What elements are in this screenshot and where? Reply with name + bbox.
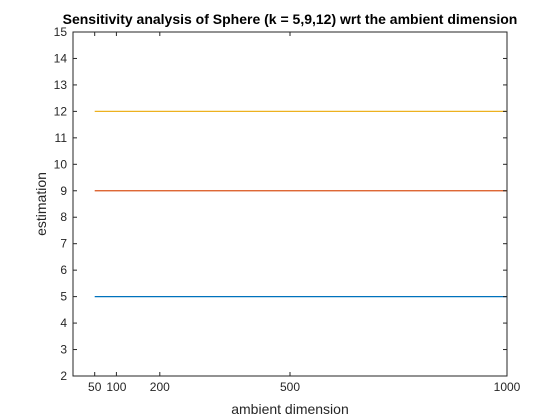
x-tick-label: 50 [88,380,102,394]
y-tick-label: 13 [54,78,68,92]
y-tick-label: 6 [60,263,67,277]
x-axis-label: ambient dimension [231,401,349,417]
x-tick-label: 500 [280,380,300,394]
y-tick-label: 3 [60,343,67,357]
y-tick-label: 15 [54,25,68,39]
y-tick-label: 9 [60,184,67,198]
series-layer [94,110,507,298]
x-tick-label: 100 [106,380,126,394]
y-tick-label: 5 [60,290,67,304]
y-tick-label: 2 [60,369,67,383]
x-tick-label: 200 [150,380,170,394]
plot-area [72,31,508,377]
x-ticks: 50 100 200 500 1000 [88,32,521,394]
y-axis-label: estimation [33,172,49,236]
y-tick-label: 8 [60,210,67,224]
chart-title: Sensitivity analysis of Sphere (k = 5,9,… [63,11,518,27]
y-tick-label: 10 [54,157,68,171]
y-tick-label: 12 [54,104,68,118]
y-ticks: 2 3 4 5 6 7 8 9 10 11 12 13 14 15 [54,25,507,383]
y-tick-label: 14 [54,51,68,65]
x-tick-label: 1000 [494,380,521,394]
y-tick-label: 11 [55,131,68,145]
y-tick-label: 7 [60,237,67,251]
y-tick-label: 4 [60,316,67,330]
